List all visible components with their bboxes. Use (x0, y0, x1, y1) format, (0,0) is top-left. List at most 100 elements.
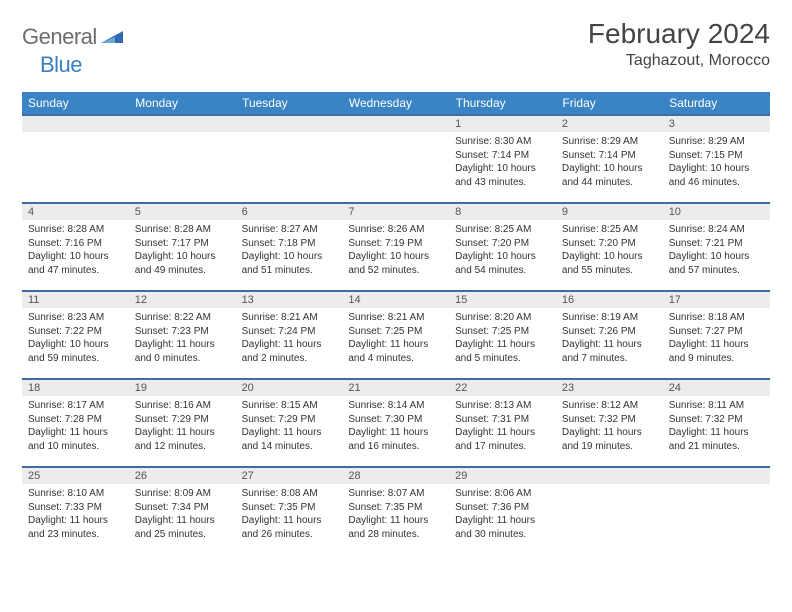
calendar-cell (556, 467, 663, 555)
day-details: Sunrise: 8:19 AMSunset: 7:26 PMDaylight:… (556, 308, 663, 371)
sunrise-text: Sunrise: 8:18 AM (669, 311, 764, 325)
day-number: 20 (236, 380, 343, 396)
day-number (22, 116, 129, 132)
sunset-text: Sunset: 7:19 PM (348, 237, 443, 251)
day-number: 9 (556, 204, 663, 220)
day-number: 28 (342, 468, 449, 484)
calendar-cell: 27Sunrise: 8:08 AMSunset: 7:35 PMDayligh… (236, 467, 343, 555)
daylight-text: Daylight: 11 hours and 23 minutes. (28, 514, 123, 541)
sunrise-text: Sunrise: 8:09 AM (135, 487, 230, 501)
calendar-cell: 28Sunrise: 8:07 AMSunset: 7:35 PMDayligh… (342, 467, 449, 555)
daylight-text: Daylight: 10 hours and 57 minutes. (669, 250, 764, 277)
day-number: 6 (236, 204, 343, 220)
weekday-header: Monday (129, 92, 236, 115)
day-number: 18 (22, 380, 129, 396)
daylight-text: Daylight: 11 hours and 7 minutes. (562, 338, 657, 365)
day-number: 29 (449, 468, 556, 484)
daylight-text: Daylight: 10 hours and 46 minutes. (669, 162, 764, 189)
calendar-cell: 7Sunrise: 8:26 AMSunset: 7:19 PMDaylight… (342, 203, 449, 291)
daylight-text: Daylight: 11 hours and 16 minutes. (348, 426, 443, 453)
sunset-text: Sunset: 7:23 PM (135, 325, 230, 339)
day-details: Sunrise: 8:17 AMSunset: 7:28 PMDaylight:… (22, 396, 129, 459)
day-details (22, 132, 129, 141)
day-number: 25 (22, 468, 129, 484)
day-number: 26 (129, 468, 236, 484)
day-number: 2 (556, 116, 663, 132)
sunrise-text: Sunrise: 8:28 AM (135, 223, 230, 237)
calendar-week: 4Sunrise: 8:28 AMSunset: 7:16 PMDaylight… (22, 203, 770, 291)
calendar-cell: 22Sunrise: 8:13 AMSunset: 7:31 PMDayligh… (449, 379, 556, 467)
sunrise-text: Sunrise: 8:15 AM (242, 399, 337, 413)
month-title: February 2024 (588, 18, 770, 50)
weekday-header: Saturday (663, 92, 770, 115)
weekday-header: Sunday (22, 92, 129, 115)
calendar-cell: 21Sunrise: 8:14 AMSunset: 7:30 PMDayligh… (342, 379, 449, 467)
day-number: 1 (449, 116, 556, 132)
day-number (556, 468, 663, 484)
day-details: Sunrise: 8:13 AMSunset: 7:31 PMDaylight:… (449, 396, 556, 459)
day-details: Sunrise: 8:18 AMSunset: 7:27 PMDaylight:… (663, 308, 770, 371)
day-number: 4 (22, 204, 129, 220)
calendar-cell: 5Sunrise: 8:28 AMSunset: 7:17 PMDaylight… (129, 203, 236, 291)
sunset-text: Sunset: 7:21 PM (669, 237, 764, 251)
day-number: 15 (449, 292, 556, 308)
location-label: Taghazout, Morocco (588, 52, 770, 70)
sunrise-text: Sunrise: 8:30 AM (455, 135, 550, 149)
calendar-cell: 18Sunrise: 8:17 AMSunset: 7:28 PMDayligh… (22, 379, 129, 467)
daylight-text: Daylight: 11 hours and 4 minutes. (348, 338, 443, 365)
sunrise-text: Sunrise: 8:10 AM (28, 487, 123, 501)
sunset-text: Sunset: 7:25 PM (348, 325, 443, 339)
day-number: 13 (236, 292, 343, 308)
calendar-cell: 8Sunrise: 8:25 AMSunset: 7:20 PMDaylight… (449, 203, 556, 291)
day-number: 12 (129, 292, 236, 308)
day-number (236, 116, 343, 132)
day-details: Sunrise: 8:21 AMSunset: 7:25 PMDaylight:… (342, 308, 449, 371)
sunrise-text: Sunrise: 8:08 AM (242, 487, 337, 501)
sunset-text: Sunset: 7:29 PM (135, 413, 230, 427)
weekday-header: Friday (556, 92, 663, 115)
sunrise-text: Sunrise: 8:13 AM (455, 399, 550, 413)
day-number (663, 468, 770, 484)
day-details (663, 484, 770, 493)
calendar-week: 18Sunrise: 8:17 AMSunset: 7:28 PMDayligh… (22, 379, 770, 467)
sunset-text: Sunset: 7:20 PM (455, 237, 550, 251)
daylight-text: Daylight: 11 hours and 25 minutes. (135, 514, 230, 541)
calendar-cell: 20Sunrise: 8:15 AMSunset: 7:29 PMDayligh… (236, 379, 343, 467)
day-details: Sunrise: 8:28 AMSunset: 7:17 PMDaylight:… (129, 220, 236, 283)
daylight-text: Daylight: 11 hours and 30 minutes. (455, 514, 550, 541)
sunrise-text: Sunrise: 8:06 AM (455, 487, 550, 501)
calendar-cell: 25 Sunrise: 8:10 AMSunset: 7:33 PMDayligh… (22, 467, 129, 555)
day-number: 21 (342, 380, 449, 396)
sunset-text: Sunset: 7:24 PM (242, 325, 337, 339)
day-number: 17 (663, 292, 770, 308)
calendar-cell: 19Sunrise: 8:16 AMSunset: 7:29 PMDayligh… (129, 379, 236, 467)
sunrise-text: Sunrise: 8:22 AM (135, 311, 230, 325)
calendar-cell: 3Sunrise: 8:29 AMSunset: 7:15 PMDaylight… (663, 115, 770, 203)
flag-icon (101, 27, 123, 48)
daylight-text: Daylight: 11 hours and 21 minutes. (669, 426, 764, 453)
daylight-text: Daylight: 11 hours and 19 minutes. (562, 426, 657, 453)
sunrise-text: Sunrise: 8:17 AM (28, 399, 123, 413)
daylight-text: Daylight: 10 hours and 52 minutes. (348, 250, 443, 277)
daylight-text: Daylight: 11 hours and 12 minutes. (135, 426, 230, 453)
calendar-cell: 9Sunrise: 8:25 AMSunset: 7:20 PMDaylight… (556, 203, 663, 291)
sunset-text: Sunset: 7:33 PM (28, 501, 123, 515)
sunrise-text: Sunrise: 8:25 AM (562, 223, 657, 237)
weekday-header-row: Sunday Monday Tuesday Wednesday Thursday… (22, 92, 770, 115)
day-details: Sunrise: 8:06 AMSunset: 7:36 PMDaylight:… (449, 484, 556, 547)
day-details: Sunrise: 8:25 AMSunset: 7:20 PMDaylight:… (556, 220, 663, 283)
daylight-text: Daylight: 10 hours and 49 minutes. (135, 250, 230, 277)
daylight-text: Daylight: 10 hours and 51 minutes. (242, 250, 337, 277)
title-block: February 2024 Taghazout, Morocco (588, 18, 770, 70)
day-number: 8 (449, 204, 556, 220)
day-details (236, 132, 343, 141)
calendar-cell: 13Sunrise: 8:21 AMSunset: 7:24 PMDayligh… (236, 291, 343, 379)
sunrise-text: Sunrise: 8:07 AM (348, 487, 443, 501)
daylight-text: Daylight: 10 hours and 59 minutes. (28, 338, 123, 365)
day-details: Sunrise: 8:20 AMSunset: 7:25 PMDaylight:… (449, 308, 556, 371)
day-details (556, 484, 663, 493)
sunrise-text: Sunrise: 8:19 AM (562, 311, 657, 325)
daylight-text: Daylight: 10 hours and 44 minutes. (562, 162, 657, 189)
day-details (129, 132, 236, 141)
calendar-cell (129, 115, 236, 203)
